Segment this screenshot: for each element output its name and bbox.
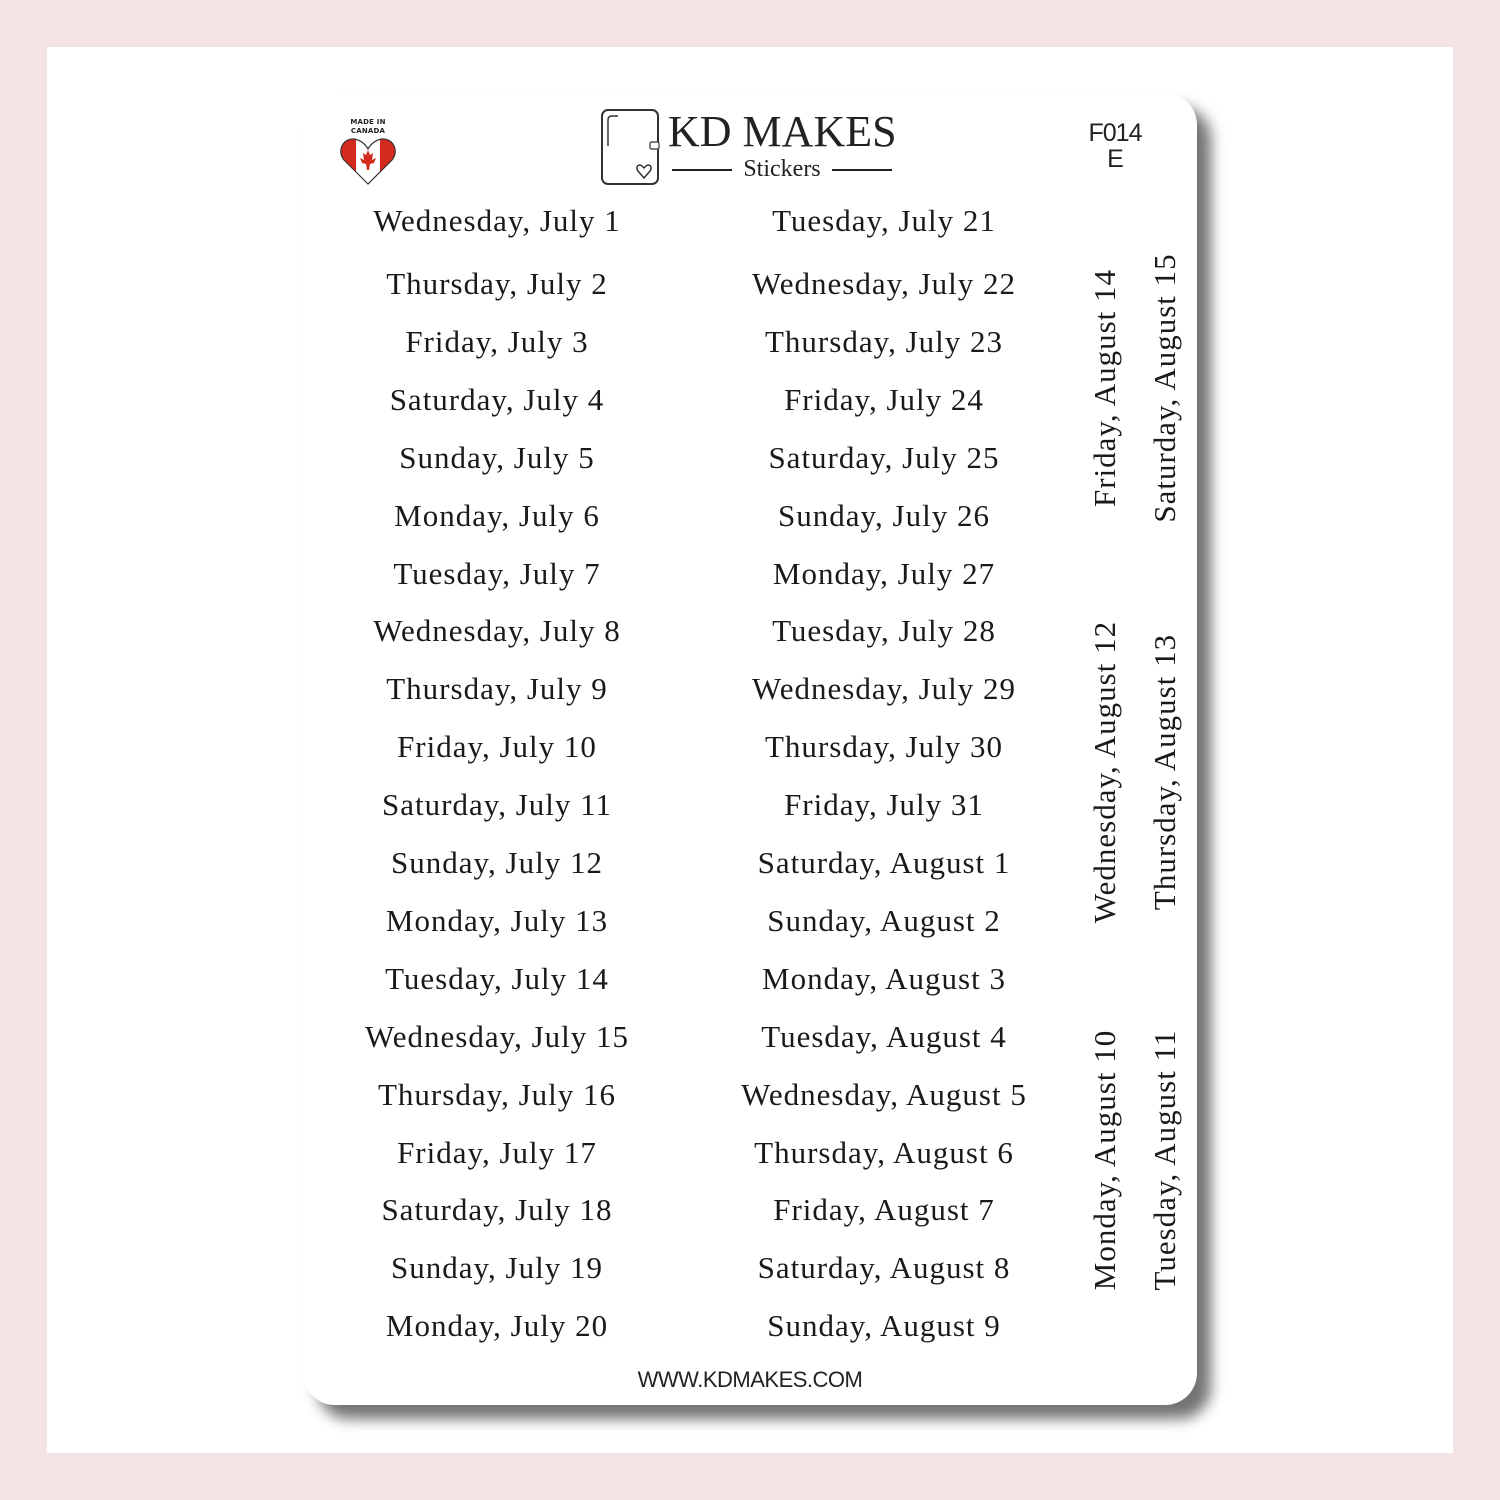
date-sticker: Thursday, July 23 — [765, 323, 1003, 359]
date-sticker: Wednesday, July 29 — [751, 671, 1017, 707]
date-sticker: Wednesday, July 1 — [373, 203, 621, 238]
made-in-canada-badge: MADE IN CANADA — [332, 118, 404, 191]
vertical-date-sticker: Wednesday, August 12 — [1087, 620, 1122, 924]
canada-flag-heart-icon — [340, 138, 396, 185]
date-sticker: Tuesday, July 14 — [385, 960, 609, 996]
date-sticker: Tuesday, August 4 — [761, 1018, 1007, 1054]
date-sticker: Thursday, July 2 — [386, 266, 608, 301]
date-sticker: Thursday, July 9 — [386, 671, 608, 707]
date-sticker: Wednesday, July 22 — [751, 266, 1017, 301]
website-footer: WWW.KDMAKES.COM — [637, 1367, 863, 1392]
date-sticker: Saturday, August 1 — [757, 845, 1011, 880]
date-sticker: Friday, July 17 — [397, 1134, 597, 1170]
date-sticker: Friday, July 24 — [784, 381, 984, 417]
product-code-line2: E — [1107, 145, 1124, 173]
vertical-date-sticker: Monday, August 10 — [1087, 1029, 1122, 1291]
product-code-line1: F014 — [1088, 119, 1143, 147]
vertical-date-sticker: Tuesday, August 11 — [1147, 1029, 1182, 1291]
date-sticker: Saturday, July 18 — [381, 1192, 613, 1228]
date-sticker: Sunday, July 26 — [778, 497, 990, 533]
vertical-date-sticker: Saturday, August 15 — [1147, 253, 1182, 523]
vertical-date-sticker: Thursday, August 13 — [1147, 633, 1182, 911]
date-sticker: Monday, July 6 — [394, 497, 600, 533]
date-sticker: Sunday, August 9 — [767, 1308, 1001, 1344]
planner-heart-icon — [601, 109, 660, 185]
date-sticker: Wednesday, August 5 — [741, 1076, 1027, 1112]
logo-subtitle: Stickers — [672, 156, 892, 182]
date-sticker: Saturday, July 11 — [382, 787, 612, 823]
date-sticker: Saturday, August 8 — [757, 1250, 1011, 1286]
date-sticker: Friday, August 7 — [773, 1192, 995, 1228]
date-sticker: Sunday, July 5 — [399, 439, 595, 475]
date-sticker: Thursday, August 6 — [754, 1134, 1014, 1170]
kd-makes-logo: KD MAKES Stickers — [600, 108, 900, 188]
vertical-date-sticker: Friday, August 14 — [1087, 268, 1122, 508]
date-sticker: Saturday, July 4 — [389, 381, 605, 417]
date-sticker: Friday, July 10 — [397, 729, 597, 765]
date-sticker: Tuesday, July 28 — [772, 613, 996, 649]
date-sticker: Thursday, July 16 — [378, 1076, 616, 1112]
date-sticker: Monday, August 3 — [762, 960, 1006, 996]
date-sticker: Wednesday, July 8 — [373, 613, 621, 649]
sticker-sheet — [303, 93, 1197, 1405]
date-sticker: Thursday, July 30 — [765, 729, 1003, 765]
date-sticker: Wednesday, July 15 — [364, 1018, 630, 1054]
date-sticker: Monday, July 13 — [385, 902, 609, 938]
badge-text: MADE IN CANADA — [350, 118, 386, 135]
date-sticker: Monday, July 27 — [772, 555, 996, 591]
date-sticker: Friday, July 3 — [405, 323, 589, 359]
date-sticker: Saturday, July 25 — [768, 439, 1000, 475]
date-sticker: Sunday, August 2 — [767, 902, 1001, 938]
date-sticker: Friday, July 31 — [784, 787, 984, 823]
date-sticker: Tuesday, July 7 — [393, 555, 601, 591]
logo-title: KD MAKES — [668, 107, 897, 156]
date-sticker: Tuesday, July 21 — [772, 203, 996, 238]
date-sticker: Sunday, July 12 — [391, 845, 603, 880]
date-sticker: Monday, July 20 — [385, 1308, 609, 1344]
product-code: F014 E — [1080, 120, 1150, 172]
date-sticker: Sunday, July 19 — [391, 1250, 603, 1286]
